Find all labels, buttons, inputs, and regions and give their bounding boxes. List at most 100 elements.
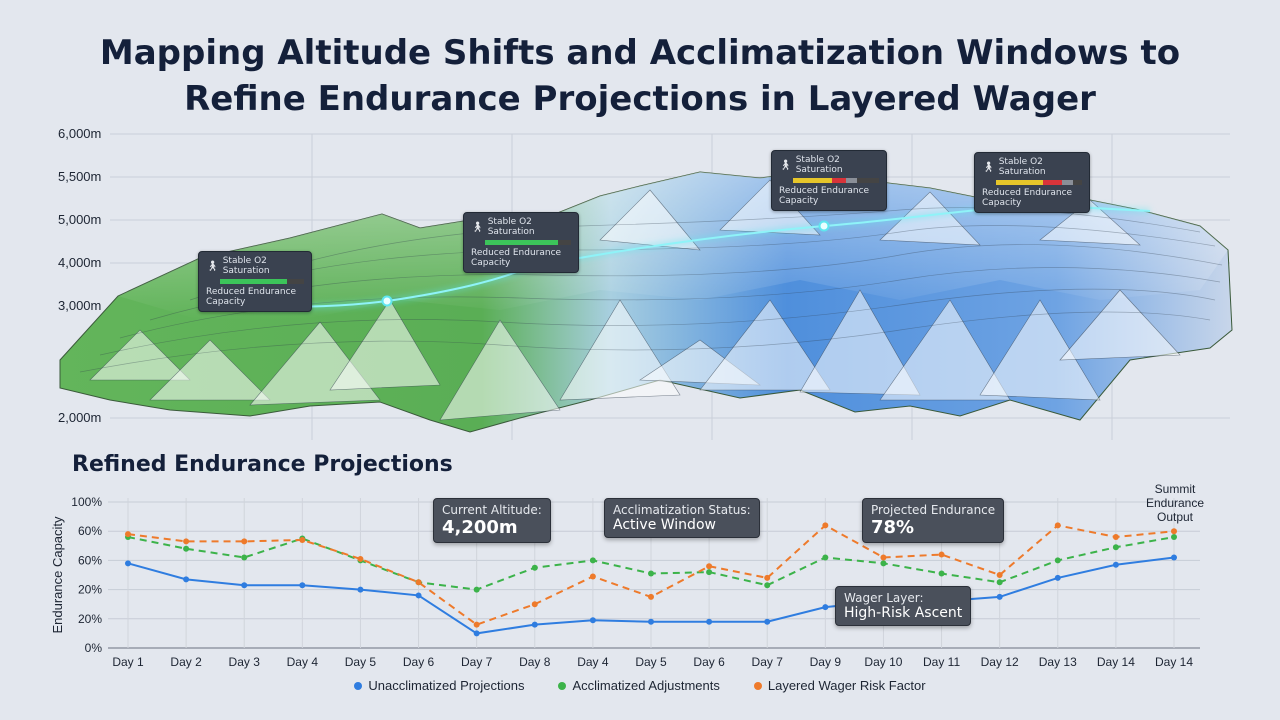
data-point-series-1 (996, 593, 1003, 600)
data-point-series-3 (1054, 522, 1061, 529)
data-point-series-2 (589, 557, 596, 564)
data-point-series-3 (125, 531, 131, 538)
data-point-series-3 (706, 563, 713, 570)
data-point-series-1 (1054, 574, 1061, 581)
data-point-series-1 (822, 604, 829, 611)
x-tick-label: Day 6 (693, 655, 725, 669)
page-title: Mapping Altitude Shifts and Acclimatizat… (0, 30, 1280, 122)
data-point-series-1 (357, 586, 364, 593)
y-tick-label: 100% (71, 495, 102, 509)
y-axis-ticks: 100% 60% 60% 20% 20% 0% (71, 495, 102, 655)
data-point-series-3 (1171, 528, 1177, 535)
data-point-series-1 (415, 592, 422, 599)
legend-label: Acclimatized Adjustments (572, 678, 720, 693)
x-tick-label: Day 13 (1039, 655, 1077, 669)
data-point-series-2 (531, 564, 538, 571)
callout-line-2: Reduced Endurance Capacity (982, 188, 1073, 208)
data-point-series-3 (531, 601, 538, 608)
y-tick-label: 0% (85, 641, 103, 655)
x-tick-label: Day 10 (864, 655, 902, 669)
callout-bar (793, 178, 879, 183)
x-tick-label: Day 4 (287, 655, 319, 669)
data-point-series-3 (473, 621, 480, 628)
projected-endurance-value: 78% (871, 517, 915, 538)
x-tick-label: Day 12 (981, 655, 1019, 669)
legend-marker (558, 681, 567, 690)
wager-layer-value: High-Risk Ascent (844, 605, 963, 621)
data-point-series-3 (880, 554, 887, 561)
altitude-tick-label: 5,500m (58, 169, 102, 184)
wager-layer-label: Wager Layer: (844, 591, 924, 605)
route-line (251, 203, 1151, 308)
x-tick-label: Day 4 (577, 655, 609, 669)
data-point-series-1 (764, 618, 771, 625)
data-point-series-2 (648, 570, 654, 577)
hiker-icon: 🚶︎ (982, 161, 995, 173)
x-tick-label: Day 5 (345, 655, 377, 669)
x-tick-label: Day 1 (112, 655, 144, 669)
data-point-series-3 (822, 522, 829, 529)
data-point-series-1 (589, 617, 596, 624)
x-tick-label: Day 11 (923, 655, 960, 669)
legend-item: Unacclimatized Projections (354, 678, 524, 693)
data-point-series-3 (183, 538, 190, 545)
x-tick-label: Day 3 (229, 655, 261, 669)
current-altitude-box: Current Altitude: 4,200m (433, 498, 551, 543)
data-point-series-3 (648, 593, 654, 600)
legend-marker (354, 681, 363, 690)
data-point-series-1 (125, 560, 131, 567)
projected-endurance-label: Projected Endurance (871, 503, 996, 517)
x-tick-label: Day 6 (403, 655, 435, 669)
altitude-tick-label: 6,000m (58, 126, 102, 141)
data-point-series-2 (1054, 557, 1061, 564)
data-point-series-3 (996, 572, 1003, 578)
data-point-series-1 (1171, 554, 1177, 561)
terrain-callout: 🚶︎ Stable O2 Saturation Reduced Endurance… (771, 150, 887, 211)
x-tick-label: Day 7 (461, 655, 493, 669)
current-altitude-value: 4,200m (442, 517, 518, 538)
data-point-series-1 (299, 582, 306, 589)
callout-line-2: Reduced Endurance Capacity (471, 248, 562, 268)
data-point-series-1 (183, 576, 190, 583)
data-point-series-1 (648, 618, 654, 625)
data-point-series-1 (241, 582, 248, 589)
terrain-callout: 🚶︎ Stable O2 Saturation Reduced Endurance… (974, 152, 1090, 213)
title-line-2: Refine Endurance Projections in Layered … (184, 79, 1096, 119)
data-point-series-2 (764, 582, 771, 589)
x-tick-label: Day 7 (752, 655, 784, 669)
x-axis-ticks: Day 1 Day 2 Day 3 Day 4 Day 5 Day 6 Day 7 Day 8… (112, 655, 1193, 669)
current-altitude-label: Current Altitude: (442, 503, 542, 517)
terrain-callout: 🚶︎ Stable O2 Saturation Reduced Endurance… (198, 251, 312, 312)
callout-bar (485, 240, 571, 245)
data-point-series-1 (473, 630, 480, 637)
data-point-series-2 (938, 570, 945, 577)
callout-bar (220, 279, 304, 284)
legend-item: Acclimatized Adjustments (558, 678, 720, 693)
callout-line-1: Stable O2 Saturation (487, 217, 535, 237)
section-title: Refined Endurance Projections (72, 452, 453, 477)
x-tick-label: Day 9 (810, 655, 842, 669)
callout-bar (996, 180, 1082, 185)
callout-line-2: Reduced Endurance Capacity (779, 186, 870, 206)
wager-layer-box: Wager Layer: High-Risk Ascent (835, 586, 972, 626)
data-point-series-3 (299, 536, 306, 543)
data-point-series-3 (589, 573, 596, 580)
legend-item: Layered Wager Risk Factor (753, 678, 926, 693)
legend-label: Unacclimatized Projections (368, 678, 525, 693)
acclimatization-status-value: Active Window (613, 517, 716, 533)
data-point-series-1 (1112, 561, 1119, 568)
data-point-series-2 (183, 545, 190, 552)
legend-marker (753, 681, 762, 690)
y-tick-label: 20% (78, 612, 102, 626)
data-point-series-3 (764, 574, 771, 581)
data-point-series-2 (1171, 534, 1177, 541)
callout-line-1: Stable O2 Saturation (795, 155, 843, 175)
terrain-callout: 🚶︎ Stable O2 Saturation Reduced Endurance… (463, 212, 579, 273)
terrain-peaks (89, 179, 1181, 421)
data-point-series-2 (822, 554, 829, 561)
hiker-icon: 🚶︎ (471, 221, 484, 233)
title-line-1: Mapping Altitude Shifts and Acclimatizat… (99, 33, 1181, 73)
x-tick-label: Day 14 (1155, 655, 1193, 669)
